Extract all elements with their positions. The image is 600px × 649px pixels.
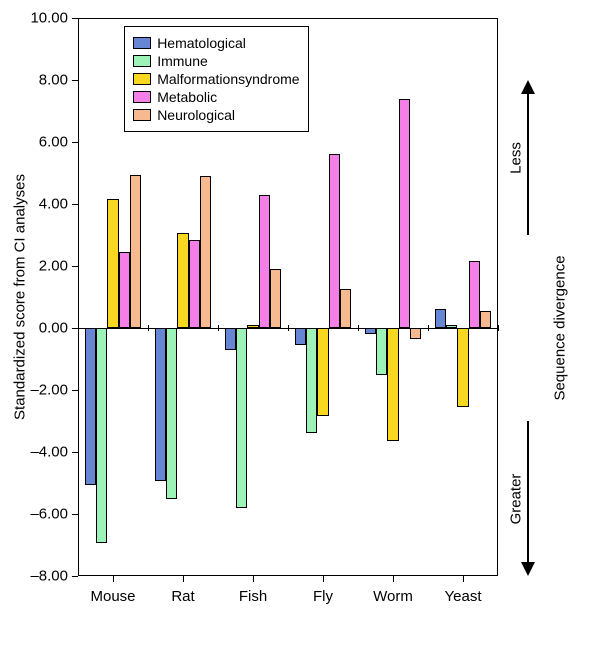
legend-label: Hematological	[157, 35, 246, 51]
x-tick	[183, 576, 184, 582]
y-tick-label: –2.00	[0, 382, 68, 399]
bar	[340, 289, 351, 328]
right-axis-less-label: Less	[508, 142, 525, 174]
bar	[306, 328, 317, 433]
bar	[295, 328, 306, 345]
zero-baseline	[78, 328, 498, 329]
y-tick-label: 6.00	[0, 134, 68, 151]
bar	[155, 328, 166, 481]
y-tick-label: –6.00	[0, 506, 68, 523]
bar	[189, 240, 200, 328]
legend-item: Immune	[133, 53, 299, 69]
y-tick-label: 4.00	[0, 196, 68, 213]
y-tick-label: 8.00	[0, 72, 68, 89]
bar	[270, 269, 281, 328]
x-tick-label: Fish	[239, 588, 267, 605]
x-tick-label: Rat	[171, 588, 194, 605]
legend-label: Malformationsyndrome	[157, 71, 299, 87]
legend-swatch	[133, 55, 151, 67]
x-tick	[113, 576, 114, 582]
legend-swatch	[133, 73, 151, 85]
bar	[225, 328, 236, 350]
legend-item: Metabolic	[133, 89, 299, 105]
bar	[130, 175, 141, 328]
x-tick-label: Worm	[373, 588, 413, 605]
x-tick	[393, 576, 394, 582]
bar	[119, 252, 130, 328]
legend: Hematological Immune Malformationsyndrome M…	[124, 26, 308, 132]
legend-label: Metabolic	[157, 89, 217, 105]
x-tick-label: Mouse	[90, 588, 135, 605]
bar	[236, 328, 247, 508]
bar	[469, 261, 480, 328]
x-tick	[323, 576, 324, 582]
bar	[85, 328, 96, 485]
bar	[480, 311, 491, 328]
legend-item: Malformationsyndrome	[133, 71, 299, 87]
bar	[329, 154, 340, 328]
y-tick	[72, 576, 78, 577]
x-tick-label: Yeast	[445, 588, 482, 605]
bar	[200, 176, 211, 328]
y-tick	[72, 452, 78, 453]
x-tick-label: Fly	[313, 588, 333, 605]
y-tick	[72, 266, 78, 267]
y-tick	[72, 18, 78, 19]
bar	[259, 195, 270, 328]
bar	[166, 328, 177, 499]
bar	[96, 328, 107, 543]
y-tick	[72, 142, 78, 143]
bar	[387, 328, 398, 441]
y-tick-label: –4.00	[0, 444, 68, 461]
legend-swatch	[133, 109, 151, 121]
bar	[317, 328, 328, 416]
y-tick	[72, 514, 78, 515]
legend-swatch	[133, 91, 151, 103]
legend-label: Immune	[157, 53, 208, 69]
bar	[177, 233, 188, 328]
bar	[435, 309, 446, 328]
x-tick	[253, 576, 254, 582]
y-tick-label: 0.00	[0, 320, 68, 337]
legend-item: Neurological	[133, 107, 299, 123]
bar	[107, 199, 118, 328]
x-tick	[463, 576, 464, 582]
legend-swatch	[133, 37, 151, 49]
legend-label: Neurological	[157, 107, 235, 123]
bar	[410, 328, 421, 339]
y-tick	[72, 204, 78, 205]
legend-item: Hematological	[133, 35, 299, 51]
y-tick	[72, 390, 78, 391]
y-tick	[72, 80, 78, 81]
bar	[365, 328, 376, 334]
chart-root: Hematological Immune Malformationsyndrome M…	[0, 0, 600, 649]
y-tick-label: –8.00	[0, 568, 68, 585]
bar	[376, 328, 387, 375]
y-tick-label: 2.00	[0, 258, 68, 275]
bar	[399, 99, 410, 328]
right-axis-title: Sequence divergence	[552, 255, 569, 400]
bar	[457, 328, 468, 407]
y-tick-label: 10.00	[0, 10, 68, 27]
right-axis-greater-label: Greater	[508, 473, 525, 524]
